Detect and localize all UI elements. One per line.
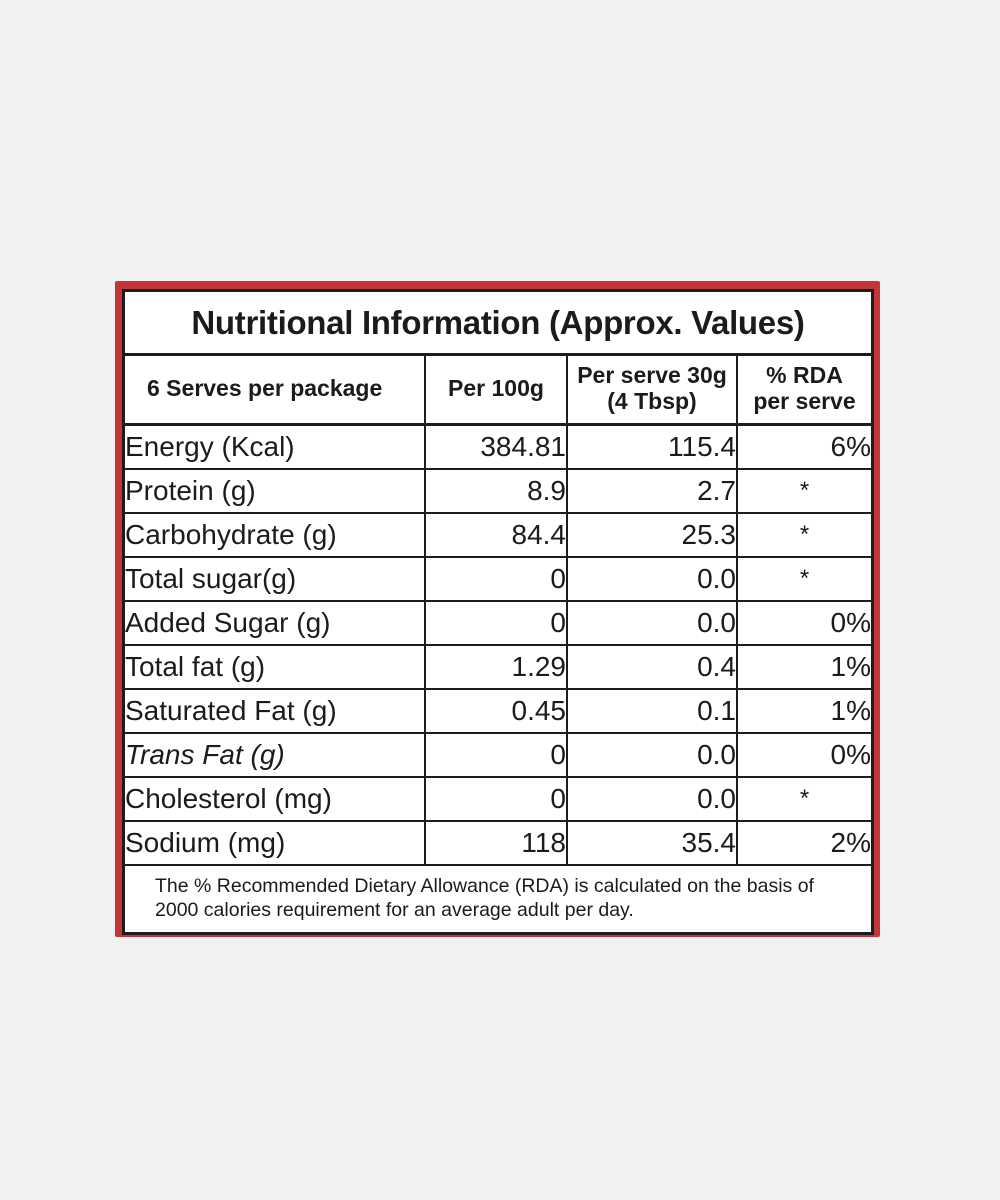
per-100g-value: 118 xyxy=(424,821,567,866)
per-serve-value: 0.4 xyxy=(566,645,737,690)
table-row: Carbohydrate (g) 84.4 25.3 * xyxy=(125,513,871,558)
label-title: Nutritional Information (Approx. Values) xyxy=(125,292,871,356)
header-per-serve-line1: Per serve 30g xyxy=(577,362,727,388)
nutrient-name: Protein (g) xyxy=(125,469,425,514)
nutrient-name: Cholesterol (mg) xyxy=(125,777,425,822)
nutrition-table: 6 Serves per package Per 100g Per serve … xyxy=(125,353,871,866)
per-serve-value: 25.3 xyxy=(566,513,737,558)
nutrient-name: Trans Fat (g) xyxy=(125,733,425,778)
rda-value: * xyxy=(736,469,871,514)
rda-value: 6% xyxy=(736,424,871,470)
per-100g-value: 0.45 xyxy=(424,689,567,734)
rda-value: 1% xyxy=(736,689,871,734)
per-100g-value: 384.81 xyxy=(424,424,567,470)
nutrient-name: Added Sugar (g) xyxy=(125,601,425,646)
rda-value: * xyxy=(736,513,871,558)
header-rda-line1: % RDA xyxy=(766,362,843,388)
header-rda: % RDA per serve xyxy=(736,353,871,426)
per-serve-value: 0.1 xyxy=(566,689,737,734)
table-row: Total sugar(g) 0 0.0 * xyxy=(125,557,871,602)
per-serve-value: 2.7 xyxy=(566,469,737,514)
rda-value: 0% xyxy=(736,733,871,778)
per-100g-value: 84.4 xyxy=(424,513,567,558)
rda-value: 0% xyxy=(736,601,871,646)
per-serve-value: 35.4 xyxy=(566,821,737,866)
table-row: Added Sugar (g) 0 0.0 0% xyxy=(125,601,871,646)
per-serve-value: 0.0 xyxy=(566,777,737,822)
table-row: Saturated Fat (g) 0.45 0.1 1% xyxy=(125,689,871,734)
table-row: Energy (Kcal) 384.81 115.4 6% xyxy=(125,424,871,470)
rda-value: 1% xyxy=(736,645,871,690)
table-header-row: 6 Serves per package Per 100g Per serve … xyxy=(125,353,871,426)
rda-value: * xyxy=(736,557,871,602)
rda-value: * xyxy=(736,777,871,822)
table-row: Sodium (mg) 118 35.4 2% xyxy=(125,821,871,866)
header-serves-per-package: 6 Serves per package xyxy=(125,353,425,426)
nutrient-name: Energy (Kcal) xyxy=(125,424,425,470)
rda-value: 2% xyxy=(736,821,871,866)
rda-footnote: The % Recommended Dietary Allowance (RDA… xyxy=(155,875,814,921)
per-100g-value: 0 xyxy=(424,777,567,822)
nutrient-name: Carbohydrate (g) xyxy=(125,513,425,558)
per-100g-value: 1.29 xyxy=(424,645,567,690)
per-100g-value: 0 xyxy=(424,733,567,778)
header-per-serve: Per serve 30g (4 Tbsp) xyxy=(566,353,737,426)
per-serve-value: 115.4 xyxy=(566,424,737,470)
nutrition-label: Nutritional Information (Approx. Values)… xyxy=(122,289,874,935)
nutrient-name: Total fat (g) xyxy=(125,645,425,690)
per-100g-value: 0 xyxy=(424,557,567,602)
per-serve-value: 0.0 xyxy=(566,557,737,602)
nutrient-name: Sodium (mg) xyxy=(125,821,425,866)
per-serve-value: 0.0 xyxy=(566,601,737,646)
table-row: Cholesterol (mg) 0 0.0 * xyxy=(125,777,871,822)
header-per-100g: Per 100g xyxy=(424,353,567,426)
nutrient-name: Total sugar(g) xyxy=(125,557,425,602)
header-per-serve-line2: (4 Tbsp) xyxy=(607,388,697,414)
table-row: Total fat (g) 1.29 0.4 1% xyxy=(125,645,871,690)
per-serve-value: 0.0 xyxy=(566,733,737,778)
header-rda-line2: per serve xyxy=(753,388,856,414)
per-100g-value: 8.9 xyxy=(424,469,567,514)
table-row: Protein (g) 8.9 2.7 * xyxy=(125,469,871,514)
table-row: Trans Fat (g) 0 0.0 0% xyxy=(125,733,871,778)
nutrient-name: Saturated Fat (g) xyxy=(125,689,425,734)
per-100g-value: 0 xyxy=(424,601,567,646)
